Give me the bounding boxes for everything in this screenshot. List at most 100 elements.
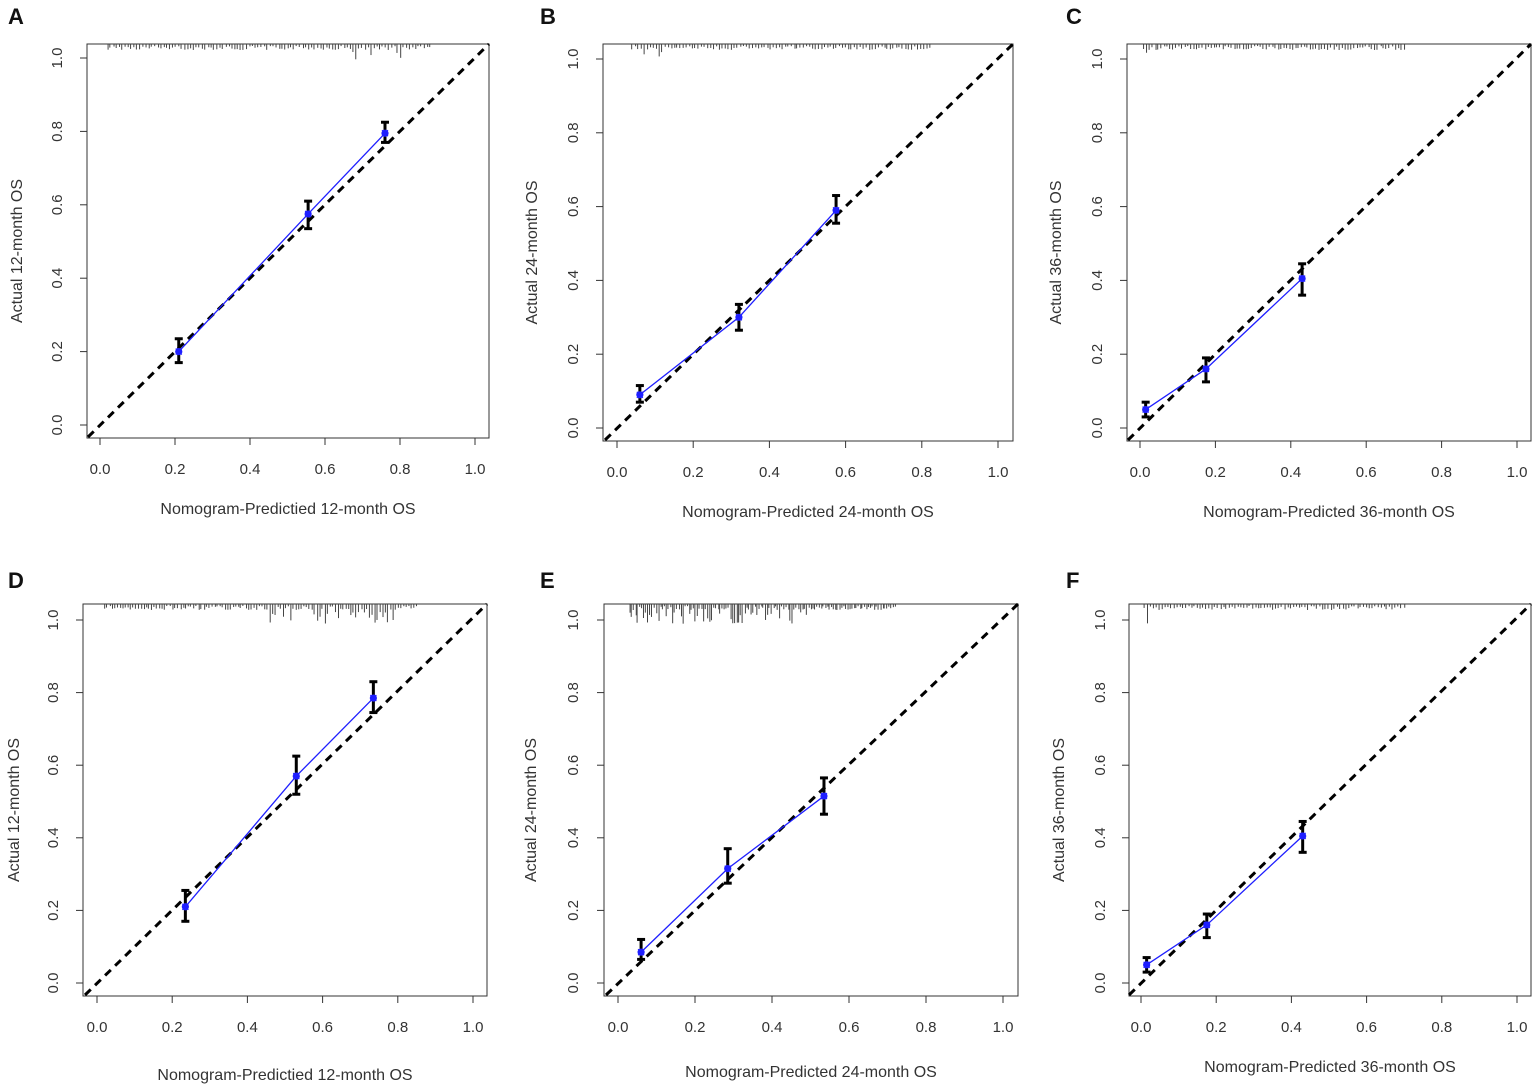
x-tick-label: 0.6	[1356, 464, 1377, 481]
y-tick-label: 0.4	[565, 827, 582, 848]
x-tick-label: 0.2	[162, 1019, 183, 1036]
panel-letter: B	[540, 4, 556, 29]
y-tick-label: 0.2	[49, 341, 66, 362]
x-tick-label: 0.4	[240, 461, 261, 478]
y-tick-label: 0.6	[565, 755, 582, 776]
x-tick-label: 0.8	[916, 1019, 937, 1036]
corrected-point-marker	[832, 206, 840, 214]
corrected-point-marker	[369, 694, 377, 702]
x-axis-label: Nomogram-Predictied 12-month OS	[160, 501, 415, 518]
x-tick-label: 0.6	[1356, 1019, 1377, 1036]
corrected-point-marker	[1299, 832, 1307, 840]
y-tick-label: 0.0	[565, 418, 582, 439]
y-tick-label: 0.8	[45, 682, 62, 703]
x-tick-label: 0.8	[1431, 464, 1452, 481]
y-tick-label: 0.2	[565, 344, 582, 365]
y-tick-label: 1.0	[1089, 49, 1106, 70]
calibration-line	[1146, 835, 1304, 966]
x-tick-label: 0.0	[1130, 464, 1151, 481]
corrected-point-marker	[181, 903, 189, 911]
x-tick-label: 1.0	[993, 1019, 1014, 1036]
x-tick-label: 1.0	[1507, 464, 1528, 481]
x-axis-label: Nomogram-Predicted 36-month OS	[1204, 1059, 1456, 1076]
x-tick-label: 1.0	[988, 464, 1009, 481]
x-axis-label: Nomogram-Predicted 24-month OS	[685, 1064, 937, 1081]
calibration-line	[1145, 278, 1303, 411]
corrected-point-marker	[636, 391, 644, 399]
x-tick-label: 0.2	[683, 464, 704, 481]
y-tick-label: 0.0	[1092, 973, 1109, 994]
y-tick-label: 1.0	[1092, 610, 1109, 631]
y-axis-label: Actual 36-month OS	[1051, 738, 1068, 882]
x-tick-label: 0.2	[1206, 1019, 1227, 1036]
x-tick-label: 1.0	[465, 461, 486, 478]
x-axis-label: Nomogram-Predicted 24-month OS	[682, 504, 934, 521]
corrected-point-marker	[1143, 961, 1151, 969]
x-tick-label: 0.2	[165, 461, 186, 478]
ideal-line	[1127, 602, 1533, 997]
corrected-point-marker	[381, 129, 389, 137]
corrected-point-marker	[292, 772, 300, 780]
corrected-point-marker	[724, 865, 732, 873]
y-axis-label: Actual 12-month OS	[9, 179, 26, 323]
ideal-line	[603, 42, 1015, 442]
x-tick-label: 0.2	[685, 1019, 706, 1036]
panel-letter: A	[8, 4, 24, 29]
x-tick-label: 0.4	[237, 1019, 258, 1036]
y-tick-label: 1.0	[565, 610, 582, 631]
x-tick-label: 1.0	[463, 1019, 484, 1036]
corrected-point-marker	[1142, 406, 1150, 413]
y-tick-label: 0.0	[565, 973, 582, 994]
y-axis-label: Actual 24-month OS	[523, 738, 540, 882]
plot-frame	[1126, 43, 1532, 442]
y-tick-label: 0.2	[1092, 900, 1109, 921]
corrected-point-marker	[1203, 921, 1211, 929]
corrected-point-marker	[820, 792, 828, 800]
x-tick-label: 0.0	[608, 1019, 629, 1036]
x-tick-label: 0.6	[312, 1019, 333, 1036]
y-tick-label: 0.4	[49, 268, 66, 289]
y-tick-label: 1.0	[565, 49, 582, 70]
y-tick-label: 0.8	[1089, 122, 1106, 143]
y-tick-label: 0.0	[1089, 418, 1106, 439]
y-tick-label: 0.8	[49, 121, 66, 142]
x-tick-label: 0.4	[759, 464, 780, 481]
panel-c: C 0.0 0.2 0.4 0.6 0.8 1.0 0.0 0.2 0.4 0.6 0.8 1.0 Nom…	[1048, 4, 1533, 521]
y-tick-label: 0.2	[1089, 344, 1106, 365]
y-tick-label: 0.8	[1092, 682, 1109, 703]
ideal-line	[604, 602, 1020, 997]
y-tick-label: 0.6	[565, 196, 582, 217]
x-tick-label: 0.6	[839, 1019, 860, 1036]
x-tick-label: 0.8	[911, 464, 932, 481]
x-tick-label: 0.2	[1205, 464, 1226, 481]
x-tick-label: 0.0	[607, 464, 628, 481]
y-tick-label: 0.4	[45, 827, 62, 848]
x-tick-label: 1.0	[1507, 1019, 1528, 1036]
corrected-point-marker	[637, 948, 645, 956]
y-tick-label: 1.0	[45, 610, 62, 631]
y-tick-label: 0.0	[45, 973, 62, 994]
x-tick-label: 0.8	[387, 1019, 408, 1036]
calibration-line	[639, 209, 837, 396]
y-tick-label: 0.6	[1092, 755, 1109, 776]
panel-b: B 0.0 0.2 0.4 0.6 0.8 1.0 0.0 0.2 0.4 0.6 0.8 1.0 Nom…	[524, 4, 1015, 521]
panel-letter: F	[1066, 568, 1079, 593]
y-tick-label: 0.2	[45, 900, 62, 921]
x-axis-label: Nomogram-Predictied 12-month OS	[157, 1067, 412, 1084]
corrected-point-marker	[1298, 275, 1306, 282]
x-tick-label: 0.6	[315, 461, 336, 478]
panel-a: A 0.0 0.2 0.4 0.6 0.8 1.0 0.0 0.2 0.4 0.6 0.8 1.0 Nom…	[8, 4, 491, 518]
calibration-line	[184, 697, 374, 908]
corrected-point-marker	[1202, 365, 1210, 373]
x-tick-label: 0.0	[90, 461, 111, 478]
y-tick-label: 0.2	[565, 900, 582, 921]
y-tick-label: 0.8	[565, 122, 582, 143]
y-tick-label: 0.8	[565, 682, 582, 703]
plot-frame	[1128, 603, 1532, 997]
panel-letter: D	[8, 568, 24, 593]
panel-f: F 0.0 0.2 0.4 0.6 0.8 1.0 0.0 0.2 0.4 0.6 0.8 1.0 Nom…	[1051, 568, 1533, 1076]
x-tick-label: 0.8	[390, 461, 411, 478]
calibration-line	[178, 132, 386, 353]
x-tick-label: 0.0	[87, 1019, 108, 1036]
